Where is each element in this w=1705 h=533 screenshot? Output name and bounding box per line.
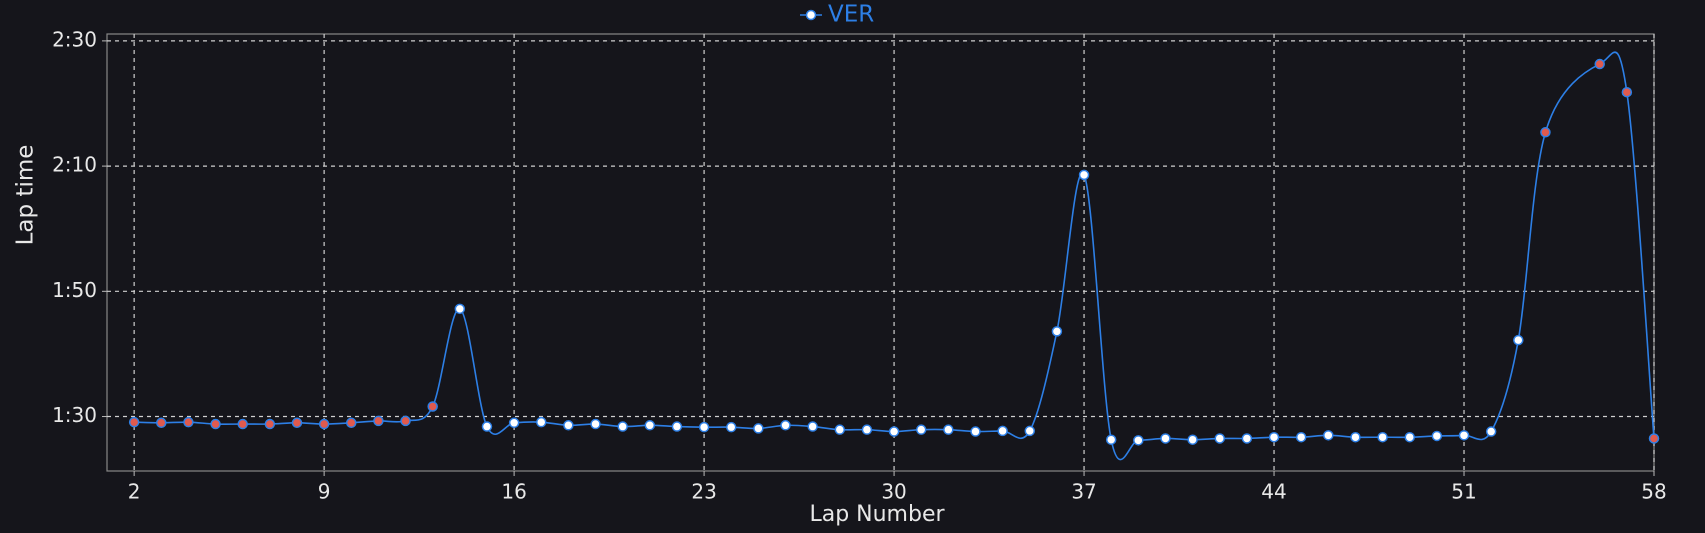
x-tick-label: 51	[1451, 480, 1476, 504]
data-point	[807, 421, 818, 432]
data-point	[1187, 434, 1198, 445]
plot-frame	[106, 33, 1655, 472]
data-point	[128, 416, 140, 428]
data-point	[1458, 430, 1470, 441]
data-point	[481, 421, 493, 432]
data-point	[1024, 425, 1036, 437]
data-point	[1078, 169, 1090, 181]
data-point	[400, 415, 411, 427]
x-tick-label: 30	[881, 480, 906, 504]
legend-marker	[805, 9, 817, 21]
x-tick-label: 16	[501, 480, 526, 504]
data-point	[590, 418, 601, 430]
data-point	[644, 420, 656, 431]
data-point	[318, 418, 330, 430]
data-point	[1105, 434, 1117, 445]
data-point	[1513, 334, 1524, 346]
data-point	[1540, 127, 1551, 138]
data-point	[725, 421, 737, 433]
data-point	[671, 421, 683, 432]
data-point	[1621, 86, 1633, 98]
data-point	[1594, 58, 1605, 70]
data-point	[563, 420, 574, 431]
x-tick-label: 58	[1641, 480, 1666, 504]
data-point	[943, 424, 954, 435]
y-axis-title: Lap time	[13, 145, 39, 246]
data-point	[183, 416, 194, 428]
data-point	[753, 423, 764, 434]
data-point	[1051, 326, 1063, 337]
x-tick-label: 9	[318, 480, 331, 504]
x-tick-label: 37	[1071, 480, 1096, 504]
x-axis-title: Lap Number	[809, 502, 945, 527]
data-point	[535, 416, 547, 428]
data-point	[861, 424, 873, 435]
data-point	[1323, 430, 1334, 441]
data-point	[427, 401, 438, 412]
data-point	[698, 421, 710, 433]
data-point	[617, 421, 628, 432]
data-point	[1160, 433, 1171, 444]
data-point	[1648, 433, 1660, 444]
data-point	[237, 418, 248, 430]
data-point	[1377, 431, 1388, 443]
data-point	[1404, 431, 1415, 443]
data-point	[1133, 435, 1144, 446]
data-point	[291, 417, 303, 429]
data-point	[454, 303, 466, 315]
data-point	[1350, 431, 1361, 443]
data-point	[888, 426, 900, 437]
data-point	[1485, 426, 1497, 437]
y-tick-label: 2:30	[52, 27, 97, 51]
data-point	[210, 418, 221, 430]
data-point	[1295, 431, 1307, 443]
series-line	[134, 51, 1655, 461]
x-tick-label: 23	[691, 480, 716, 504]
x-tick-label: 44	[1261, 480, 1286, 504]
data-point	[373, 415, 384, 427]
data-point	[997, 425, 1008, 437]
y-tick-label: 2:10	[52, 153, 97, 177]
data-point	[508, 417, 520, 429]
y-tick-label: 1:30	[52, 403, 97, 427]
data-point	[346, 417, 357, 429]
data-point	[1241, 433, 1253, 444]
data-point	[1214, 433, 1226, 444]
x-tick-label: 2	[128, 480, 141, 504]
data-point	[1431, 430, 1443, 442]
y-tick-label: 1:50	[52, 278, 97, 302]
data-point	[915, 424, 927, 435]
data-point	[834, 424, 846, 435]
data-point	[264, 418, 276, 430]
data-point	[780, 420, 791, 431]
data-point	[156, 417, 167, 429]
data-point	[970, 426, 981, 437]
data-point	[1268, 431, 1280, 443]
legend-label: VER	[828, 2, 874, 28]
